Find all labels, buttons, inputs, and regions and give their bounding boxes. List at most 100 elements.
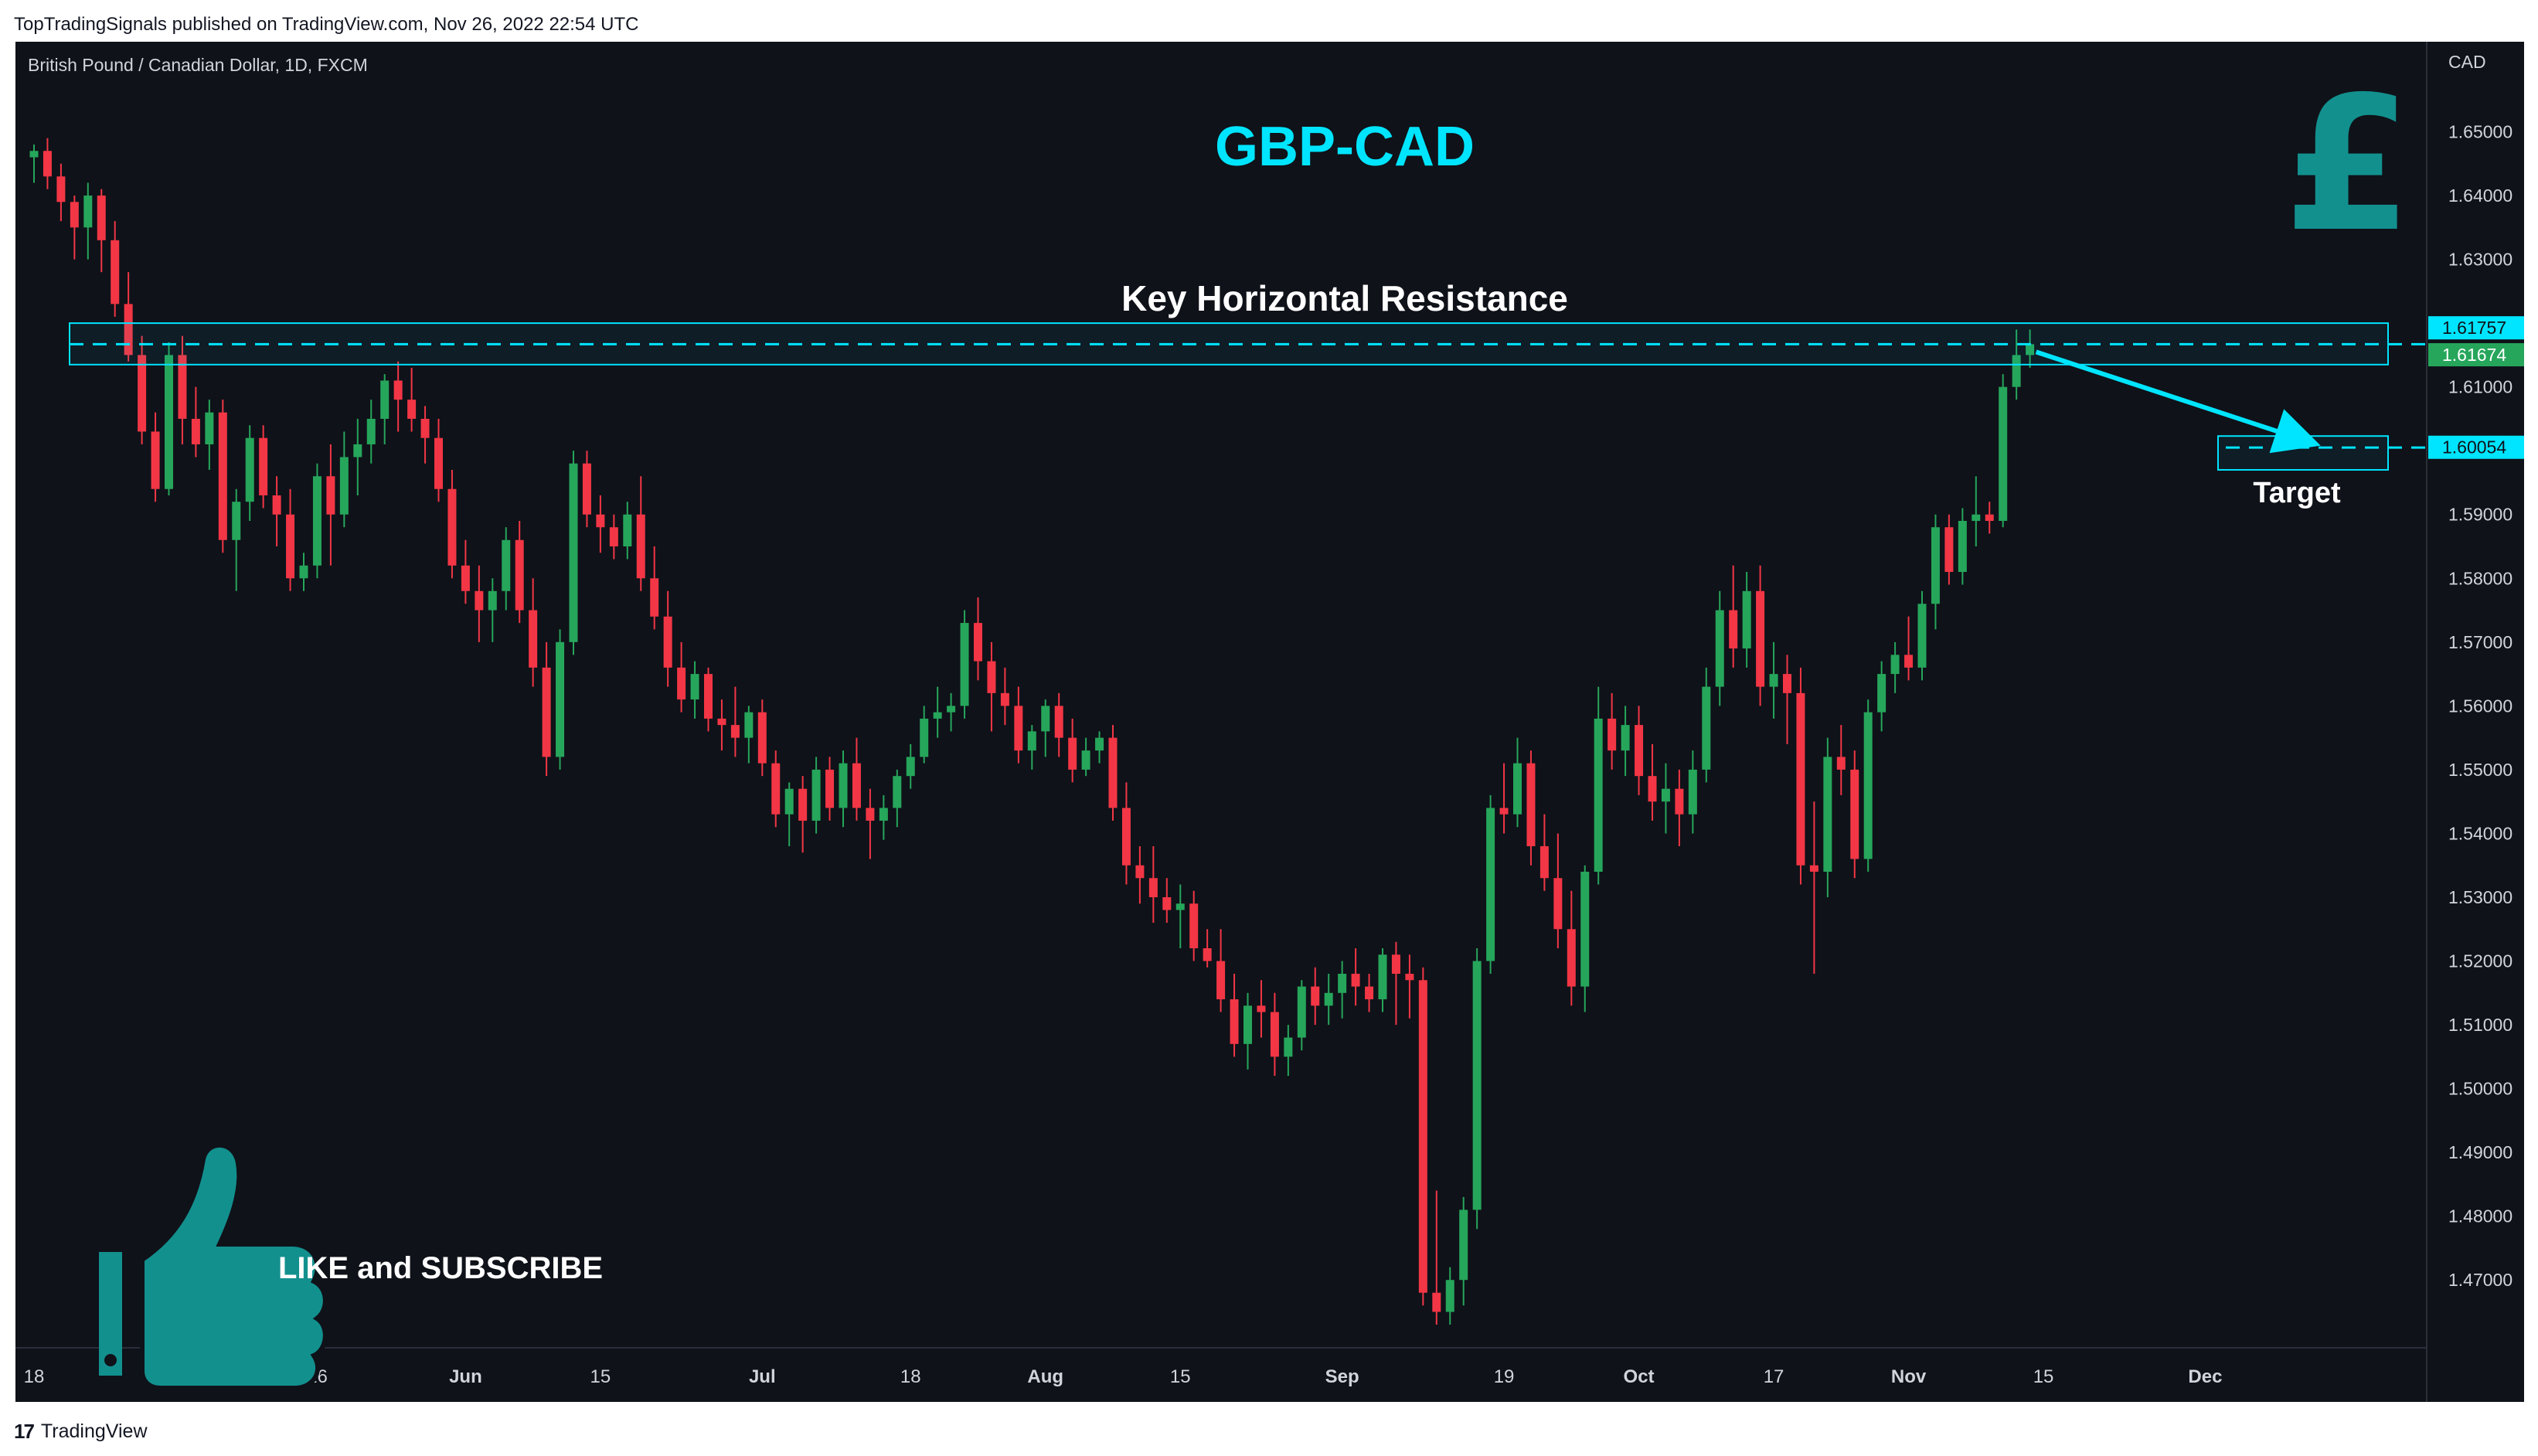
candle-body bbox=[420, 418, 430, 438]
candle bbox=[1365, 974, 1374, 1012]
x-tick-label: Nov bbox=[1891, 1366, 1927, 1387]
x-tick-label: Dec bbox=[2188, 1366, 2222, 1387]
y-tick-label: 1.56000 bbox=[2448, 696, 2512, 716]
candle bbox=[556, 629, 565, 770]
candle bbox=[1095, 731, 1104, 764]
candle bbox=[1459, 1196, 1468, 1306]
candle bbox=[380, 374, 390, 444]
candle-body bbox=[205, 412, 214, 444]
candle-body bbox=[111, 240, 120, 304]
candle bbox=[906, 743, 915, 789]
candle-body bbox=[475, 590, 484, 611]
candle-body bbox=[488, 590, 497, 611]
candle-body bbox=[1675, 788, 1684, 815]
candle-body bbox=[1284, 1037, 1293, 1057]
candle-body bbox=[245, 437, 254, 502]
candle bbox=[366, 400, 376, 464]
x-tick-label: Aug bbox=[1027, 1366, 1063, 1387]
candle-body bbox=[1230, 999, 1239, 1044]
candle bbox=[56, 163, 66, 222]
candle bbox=[569, 451, 578, 655]
price-axis-group: 1.65000 1.64000 1.63000 1.61000 1.59000 1.580… bbox=[15, 42, 2524, 1402]
candle bbox=[1863, 699, 1873, 872]
x-tick-label: Sep bbox=[1325, 1366, 1359, 1387]
candle bbox=[420, 406, 430, 464]
candle-body bbox=[1095, 737, 1104, 751]
candle-body bbox=[2012, 355, 2021, 387]
x-tick-label: 15 bbox=[1170, 1366, 1191, 1387]
candle bbox=[1014, 686, 1023, 764]
candle bbox=[1513, 737, 1522, 828]
y-tick-label: 1.48000 bbox=[2448, 1206, 2512, 1226]
y-tick-label: 1.52000 bbox=[2448, 951, 2512, 971]
candle bbox=[1715, 590, 1724, 706]
candle bbox=[623, 502, 632, 560]
chart-panel[interactable]: 1.65000 1.64000 1.63000 1.61000 1.59000 1.580… bbox=[15, 42, 2524, 1402]
candle bbox=[784, 782, 794, 846]
x-tick-label: Oct bbox=[1624, 1366, 1655, 1387]
candle-body bbox=[1809, 865, 1818, 872]
candle bbox=[663, 590, 672, 687]
chart-title: GBP-CAD bbox=[1215, 116, 1475, 178]
y-tick-label: 1.63000 bbox=[2448, 250, 2512, 270]
candle-body bbox=[434, 437, 443, 489]
candle bbox=[502, 527, 511, 611]
candle-body bbox=[623, 514, 632, 547]
candle bbox=[1135, 845, 1145, 904]
candle-body bbox=[259, 437, 268, 495]
candle bbox=[1351, 948, 1360, 1006]
candle bbox=[609, 514, 618, 560]
candle-body bbox=[83, 196, 93, 228]
symbol-label: British Pound / Canadian Dollar, 1D, FXC… bbox=[28, 55, 368, 75]
x-tick-label: 18 bbox=[24, 1366, 45, 1387]
candle bbox=[97, 189, 106, 273]
candle-body bbox=[1378, 954, 1387, 1000]
candle-body bbox=[1418, 980, 1427, 1293]
candle-body bbox=[353, 444, 362, 458]
candle-body bbox=[1311, 986, 1320, 1006]
candle bbox=[1769, 641, 1778, 719]
candle bbox=[475, 565, 484, 642]
x-tick-label: Jun bbox=[449, 1366, 482, 1387]
candle bbox=[461, 539, 470, 604]
candle-body bbox=[1175, 903, 1185, 910]
candle bbox=[245, 425, 254, 521]
candle-body bbox=[29, 151, 39, 158]
candle-body bbox=[218, 412, 227, 540]
candle bbox=[1944, 514, 1954, 585]
candle-body bbox=[326, 476, 335, 515]
candle-body bbox=[784, 788, 794, 815]
candle bbox=[730, 686, 740, 757]
candle-body bbox=[191, 418, 200, 444]
candle-body bbox=[312, 476, 322, 566]
candle-body bbox=[461, 565, 470, 591]
candle bbox=[1405, 954, 1414, 1019]
candle bbox=[1054, 692, 1063, 757]
candle bbox=[1917, 590, 1927, 681]
candle-body bbox=[893, 776, 902, 808]
candle-body bbox=[1432, 1292, 1441, 1312]
candle-body bbox=[1243, 1005, 1252, 1044]
candle bbox=[1809, 801, 1818, 975]
candle-body bbox=[1796, 692, 1805, 866]
candle bbox=[447, 469, 457, 579]
publish-info: TopTradingSignals published on TradingVi… bbox=[14, 14, 639, 35]
candle-body bbox=[1580, 871, 1590, 987]
candle bbox=[83, 182, 93, 260]
candle bbox=[582, 451, 591, 528]
y-tick-label: 1.49000 bbox=[2448, 1142, 2512, 1162]
candle-body bbox=[1068, 737, 1077, 770]
candle bbox=[1594, 686, 1603, 885]
candle-body bbox=[717, 718, 726, 726]
candle bbox=[1284, 1025, 1293, 1077]
y-tick-label: 1.50000 bbox=[2448, 1079, 2512, 1099]
candle bbox=[272, 476, 281, 547]
candle bbox=[29, 145, 39, 183]
candle bbox=[353, 418, 362, 495]
price-label-box bbox=[2428, 343, 2524, 367]
candlestick-chart[interactable]: 1.65000 1.64000 1.63000 1.61000 1.59000 1.580… bbox=[15, 42, 2524, 1402]
candle-body bbox=[1917, 604, 1927, 668]
candles-group bbox=[29, 138, 2035, 1325]
y-tick-label: 1.59000 bbox=[2448, 505, 2512, 525]
candle-body bbox=[933, 712, 942, 719]
